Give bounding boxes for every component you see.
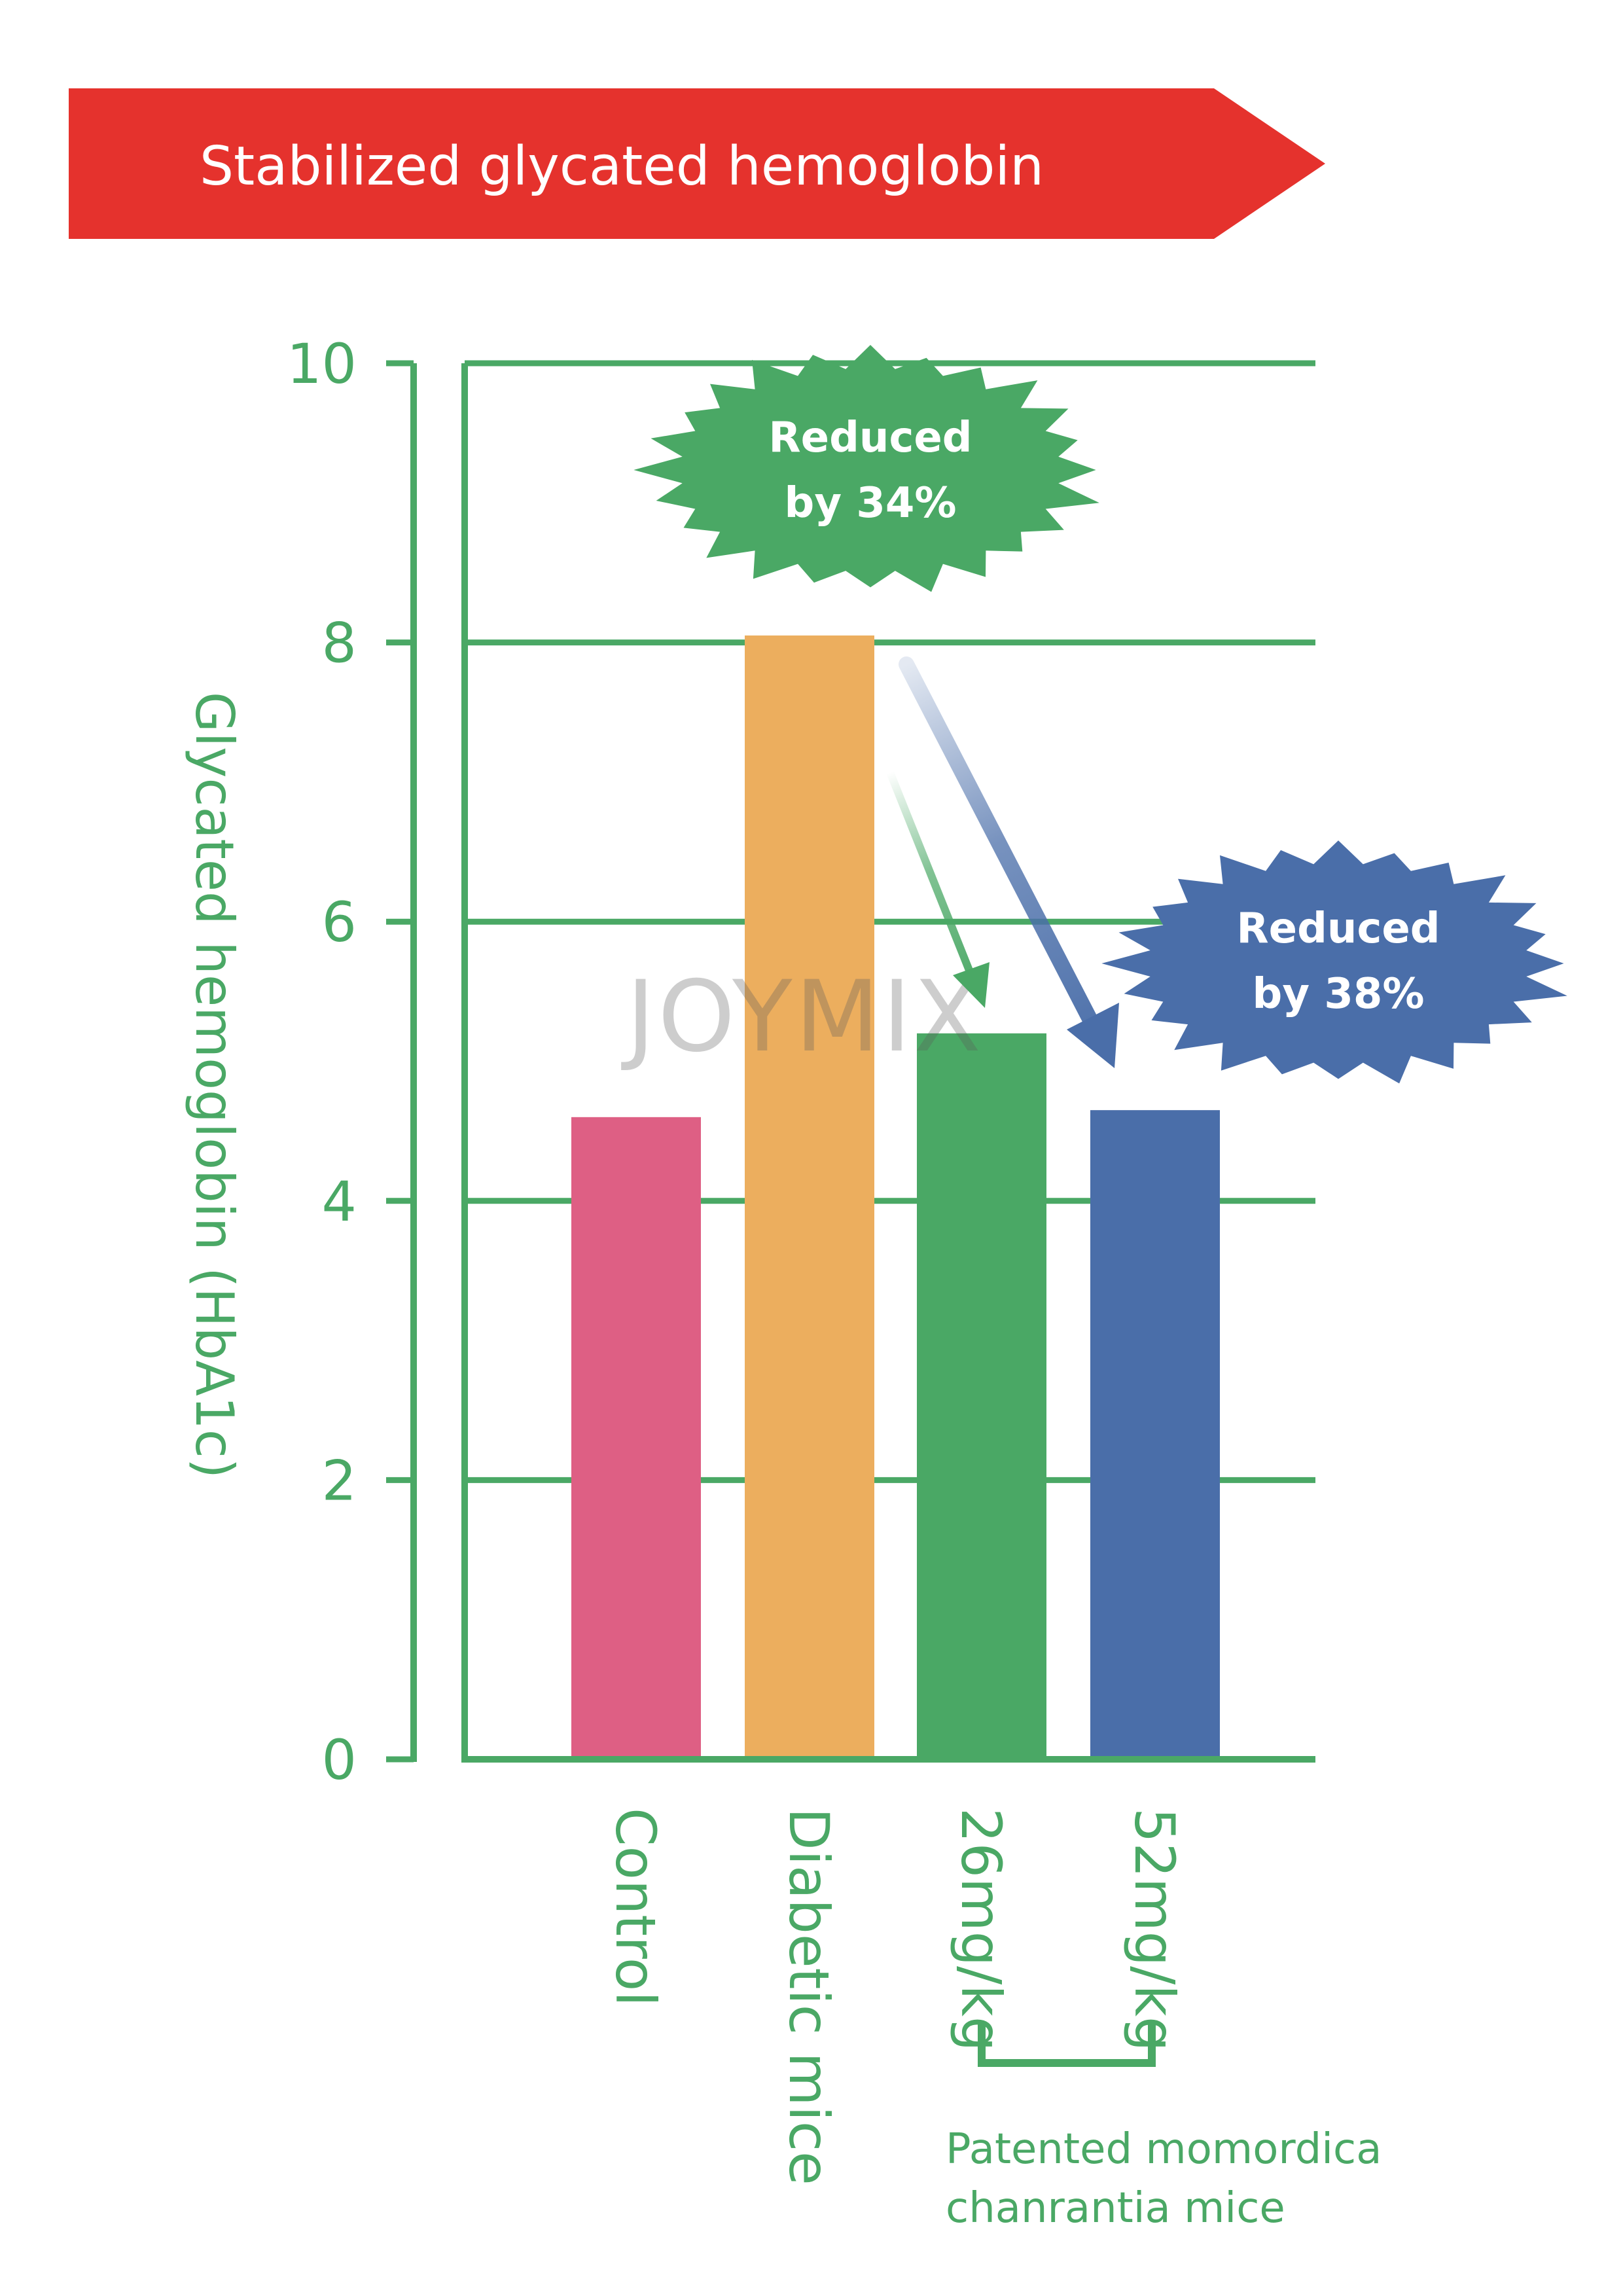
- green-arrowhead: [953, 962, 990, 1008]
- y-tick-label: 0: [322, 1728, 357, 1792]
- group-bracket: [978, 2022, 1156, 2067]
- burst-shape: [633, 345, 1099, 592]
- blue-reduction-arrow: [899, 656, 1119, 1068]
- title-banner: Stabilized glycated hemoglobin: [69, 88, 1325, 239]
- axes: [386, 360, 1315, 1763]
- y-tick-label: 10: [287, 332, 357, 396]
- blue-arrowhead: [1067, 1003, 1119, 1068]
- bar-1: [571, 1117, 701, 1756]
- bar-2: [745, 635, 874, 1756]
- y-tick-labels: 0 2 4 6 8 10: [287, 332, 357, 1792]
- banner-title: Stabilized glycated hemoglobin: [200, 135, 1044, 198]
- x-tick-label: Control: [603, 1808, 668, 2007]
- y-tick-label: 8: [322, 611, 357, 675]
- banner-arrow-shape: [69, 88, 1325, 239]
- bracket-line: [978, 2022, 1156, 2067]
- x-tick-label: 52mg/kg: [1122, 1808, 1186, 2051]
- callout-burst-34: Reduced by 34%: [633, 345, 1099, 592]
- y-axis-label: Glycated hemoglobin (HbA1c): [184, 692, 245, 1479]
- y-tick-label: 2: [322, 1448, 357, 1513]
- group-label-line1: Patented momordica: [946, 2125, 1382, 2174]
- burst-shape: [1101, 840, 1567, 1084]
- group-label-line2: chanrantia mice: [946, 2184, 1285, 2233]
- x-tick-labels: Control Diabetic mice 26mg/kg 52mg/kg: [603, 1808, 1186, 2185]
- callout-line1: Reduced: [1236, 905, 1440, 953]
- watermark-text: JOYMIX: [621, 960, 984, 1074]
- bar-4: [1090, 1110, 1220, 1756]
- y-tick-label: 4: [322, 1170, 357, 1234]
- bar-3: [917, 1033, 1046, 1756]
- x-tick-label: 26mg/kg: [949, 1808, 1013, 2051]
- callout-line1: Reduced: [768, 414, 972, 462]
- callout-line2: by 38%: [1253, 970, 1425, 1018]
- green-reduction-arrow: [886, 768, 990, 1008]
- callout-line2: by 34%: [785, 479, 957, 528]
- x-tick-label: Diabetic mice: [777, 1808, 841, 2185]
- y-tick-label: 6: [322, 890, 357, 954]
- callout-burst-38: Reduced by 38%: [1101, 840, 1567, 1084]
- bars: [571, 635, 1220, 1756]
